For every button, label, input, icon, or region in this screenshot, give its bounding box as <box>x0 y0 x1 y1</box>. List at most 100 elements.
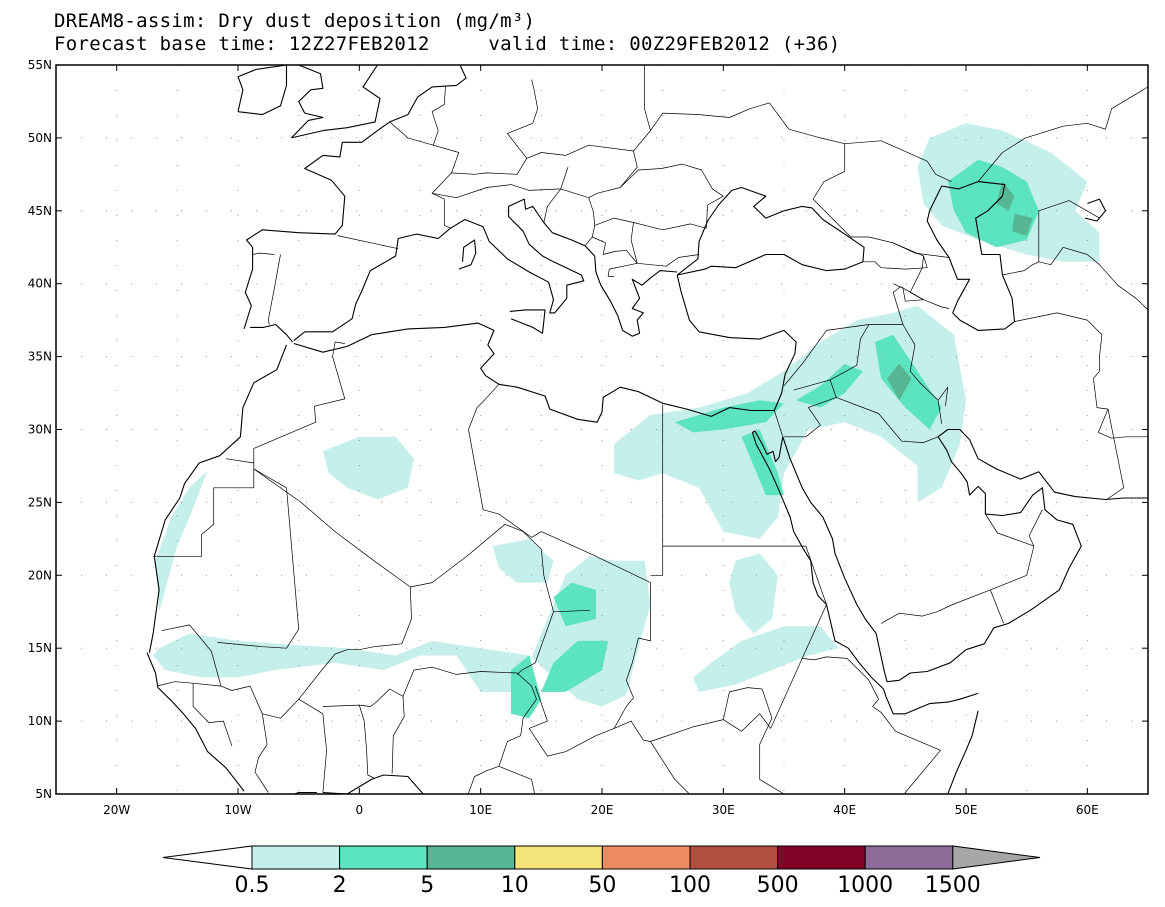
country-border <box>298 698 327 793</box>
lat-tick-label: 35N <box>28 350 52 364</box>
country-border <box>836 397 939 443</box>
dust-deposition-layer <box>153 123 1100 719</box>
lon-tick-label: 10E <box>469 803 492 817</box>
lon-tick-label: 20E <box>591 803 614 817</box>
colorbar-under-arrow <box>162 845 253 870</box>
coastline <box>1084 198 1107 222</box>
country-border <box>977 86 1148 182</box>
country-border <box>543 188 561 223</box>
dust-area-level-1 <box>155 470 208 612</box>
dust-area-level-3 <box>996 181 1015 211</box>
coastline <box>148 344 288 653</box>
lat-tick-label: 25N <box>28 495 52 509</box>
dust-area-level-1 <box>729 553 778 634</box>
country-border <box>802 656 941 794</box>
country-border <box>153 458 255 557</box>
country-border <box>402 666 537 794</box>
dust-area-level-3 <box>1012 213 1033 236</box>
country-border <box>560 150 638 199</box>
dust-area-level-1 <box>492 538 554 583</box>
country-border <box>1106 409 1125 500</box>
country-border <box>498 765 536 794</box>
country-border <box>613 545 827 742</box>
country-border <box>893 255 924 302</box>
country-border <box>358 704 375 779</box>
coastline <box>293 274 797 423</box>
lon-tick-label: 10W <box>224 803 251 817</box>
coastline <box>293 198 678 342</box>
lat-tick-label: 5N <box>35 787 52 801</box>
map-axes: 20W 10W 0 10E 20E 30E 40E 50E 60E 55N 50N 45N 40N 35N… <box>28 58 1148 817</box>
country-border <box>722 687 785 794</box>
lon-tick-label: 50E <box>955 803 978 817</box>
country-border <box>880 589 991 624</box>
country-border <box>989 589 1004 624</box>
colorbar-label: 10 <box>501 873 529 898</box>
country-border <box>507 79 539 159</box>
colorbar-label: 50 <box>588 873 616 898</box>
colorbar-label: 2 <box>333 873 347 898</box>
country-border <box>900 286 950 309</box>
country-border <box>619 163 724 229</box>
lat-tick-label: 10N <box>28 714 52 728</box>
colorbar-label: 500 <box>757 873 799 898</box>
valid-time: valid time: 00Z29FEB2012 (+36) <box>488 33 841 55</box>
colorbar-bin <box>689 845 779 870</box>
forecast-base-time: Forecast base time: 12Z27FEB2012 <box>54 33 430 55</box>
dust-area-level-1 <box>322 436 414 500</box>
dust-area-level-2 <box>541 640 609 692</box>
country-border <box>985 513 1035 547</box>
colorbar-bin <box>777 845 866 870</box>
country-border <box>254 713 269 793</box>
country-border <box>432 166 569 199</box>
country-border <box>594 217 638 277</box>
country-border <box>451 65 651 175</box>
lon-tick-label: 60E <box>1076 803 1099 817</box>
country-border <box>584 197 596 247</box>
country-border <box>161 468 412 719</box>
coastline <box>676 186 865 276</box>
coastline <box>947 710 979 794</box>
country-border <box>217 468 300 649</box>
colorbar-label: 5 <box>420 873 434 898</box>
coastline <box>509 309 546 334</box>
country-border <box>937 386 949 407</box>
country-border <box>322 688 405 774</box>
coastline <box>292 791 317 794</box>
coastline <box>237 65 288 116</box>
country-border <box>192 683 233 747</box>
country-border <box>637 254 700 267</box>
lon-tick-label: 40E <box>833 803 856 817</box>
dust-area-level-3 <box>887 363 912 401</box>
colorbar-label: 0.5 <box>235 873 270 898</box>
country-border <box>793 324 870 391</box>
country-border <box>410 523 554 675</box>
lat-tick-label: 50N <box>28 131 52 145</box>
lat-tick-label: 15N <box>28 641 52 655</box>
country-border <box>902 324 943 424</box>
coastline <box>291 65 324 139</box>
country-border <box>252 252 275 255</box>
colorbar-label: 1000 <box>837 873 893 898</box>
colorbar: 0.5 2 5 10 50 100 500 1000 1500 <box>162 845 1041 898</box>
dust-area-level-2 <box>674 400 784 433</box>
country-border <box>337 235 399 250</box>
country-border <box>1014 312 1148 439</box>
coastline <box>782 428 1148 683</box>
dust-area-level-2 <box>796 363 863 408</box>
country-border <box>528 685 615 757</box>
country-border <box>253 356 346 463</box>
country-border <box>844 140 952 182</box>
country-border <box>541 531 651 729</box>
dust-area-level-2 <box>553 582 596 627</box>
country-border <box>156 681 222 687</box>
country-borders <box>153 65 1148 794</box>
country-border <box>650 546 664 576</box>
colorbar-bin <box>601 845 691 870</box>
coastline <box>926 181 1016 331</box>
country-border <box>650 102 846 200</box>
country-border <box>1038 200 1100 262</box>
coastline <box>322 774 424 794</box>
coastlines <box>146 65 1148 794</box>
